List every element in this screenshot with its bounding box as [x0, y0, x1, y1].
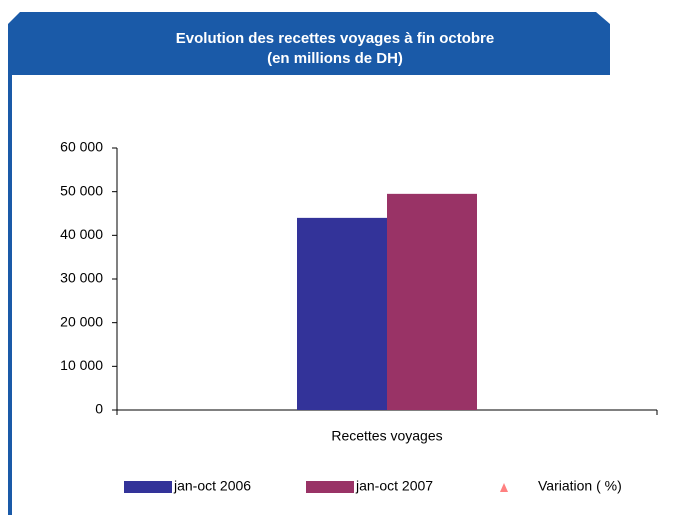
header-banner	[8, 12, 610, 515]
legend-label: jan-oct 2007	[355, 478, 433, 494]
legend-swatch	[306, 481, 354, 493]
legend-label: Variation ( %)	[538, 478, 622, 494]
bar	[387, 193, 477, 410]
legend-marker	[500, 483, 508, 492]
legend-label: jan-oct 2006	[173, 478, 251, 494]
x-tick-label: Recettes voyages	[331, 428, 442, 444]
y-tick-label: 60 000	[60, 139, 103, 155]
y-tick-label: 10 000	[60, 357, 103, 373]
y-tick-label: 20 000	[60, 313, 103, 329]
y-tick-label: 40 000	[60, 226, 103, 242]
chart-subtitle: (en millions de DH)	[267, 50, 403, 67]
legend-swatch	[124, 481, 172, 493]
y-tick-label: 0	[95, 401, 103, 417]
bar	[297, 217, 387, 410]
y-tick-label: 50 000	[60, 182, 103, 198]
y-tick-label: 30 000	[60, 270, 103, 286]
chart-title: Evolution des recettes voyages à fin oct…	[176, 30, 494, 47]
